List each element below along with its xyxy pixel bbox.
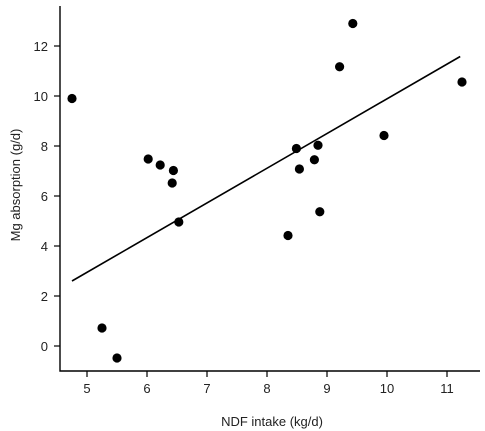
x-tick-label: 5: [83, 381, 90, 396]
axis-frame: [59, 6, 480, 372]
y-tick-label: 8: [41, 139, 48, 154]
y-axis-title: Mg absorption (g/d): [8, 129, 23, 242]
data-point: [283, 230, 293, 241]
data-point: [309, 155, 319, 165]
x-tick-label: 8: [263, 381, 270, 396]
data-point: [294, 164, 304, 174]
data-point: [174, 217, 184, 227]
data-point: [155, 160, 165, 170]
data-point: [67, 93, 77, 104]
data-point: [348, 18, 358, 29]
x-tick-label: 10: [380, 381, 394, 396]
axes: [59, 6, 480, 372]
y-tick-label: 10: [34, 89, 48, 104]
x-axis-ticks: 5 6 7 8 9 10 11: [83, 371, 454, 396]
trend-line: [71, 55, 461, 282]
x-tick-label: 9: [323, 381, 330, 396]
y-tick-label: 12: [34, 39, 48, 54]
data-point: [379, 130, 389, 141]
y-tick-label: 6: [41, 189, 48, 204]
y-tick-label: 0: [41, 339, 48, 354]
data-point: [143, 154, 153, 164]
data-points: [67, 18, 467, 363]
x-tick-label: 11: [440, 381, 454, 396]
data-point: [291, 143, 301, 154]
x-axis-title: NDF intake (kg/d): [221, 414, 323, 429]
y-tick-label: 2: [41, 289, 48, 304]
x-tick-label: 6: [143, 381, 150, 396]
data-point: [313, 140, 323, 150]
data-point: [97, 323, 107, 333]
y-axis-ticks: 0 2 4 6 8 10 12: [34, 39, 60, 354]
data-point: [457, 77, 467, 87]
trend-line-group: [71, 55, 461, 282]
data-point: [112, 353, 122, 363]
data-point: [167, 178, 177, 188]
data-point: [315, 207, 325, 217]
x-tick-label: 7: [203, 381, 210, 396]
y-tick-label: 4: [41, 239, 48, 254]
data-point: [335, 62, 345, 72]
data-point: [168, 165, 178, 176]
